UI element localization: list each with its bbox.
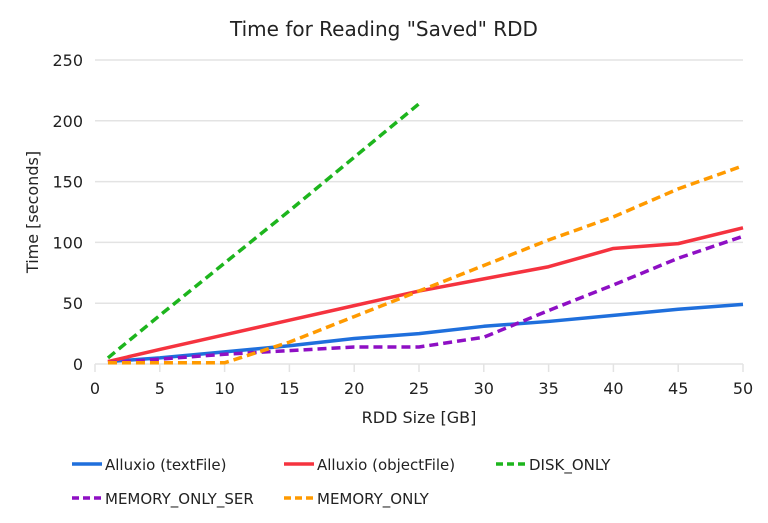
x-tick-label: 50: [733, 379, 753, 398]
x-tick-label: 30: [474, 379, 494, 398]
x-tick-label: 10: [214, 379, 234, 398]
legend-label: MEMORY_ONLY_SER: [105, 490, 254, 509]
y-axis-label: Time [seconds]: [23, 151, 42, 274]
y-tick-label: 150: [52, 173, 83, 192]
x-tick-label: 0: [90, 379, 100, 398]
x-tick-label: 45: [668, 379, 688, 398]
x-tick-label: 15: [279, 379, 299, 398]
chart-title: Time for Reading "Saved" RDD: [229, 17, 538, 41]
series-line-disk-only: [106, 102, 421, 360]
y-tick-label: 250: [52, 51, 83, 70]
legend-label: DISK_ONLY: [529, 456, 611, 475]
y-tick-label: 50: [63, 294, 83, 313]
x-tick-label: 20: [344, 379, 364, 398]
series-line-memory-only-ser: [107, 234, 744, 365]
series-line-memory-only: [107, 164, 744, 365]
legend-label: Alluxio (objectFile): [317, 456, 455, 474]
x-tick-label: 25: [409, 379, 429, 398]
x-axis-label: RDD Size [GB]: [362, 408, 477, 427]
x-tick-label: 5: [155, 379, 165, 398]
x-tick-label: 35: [538, 379, 558, 398]
y-tick-label: 100: [52, 233, 83, 252]
x-tick-label: 40: [603, 379, 623, 398]
series-line-alluxio-objectfile-: [107, 226, 744, 364]
series-line-alluxio-textfile-: [107, 302, 744, 364]
legend-label: Alluxio (textFile): [105, 456, 227, 474]
y-tick-label: 200: [52, 112, 83, 131]
y-tick-label: 0: [73, 355, 83, 374]
legend-label: MEMORY_ONLY: [317, 490, 430, 509]
